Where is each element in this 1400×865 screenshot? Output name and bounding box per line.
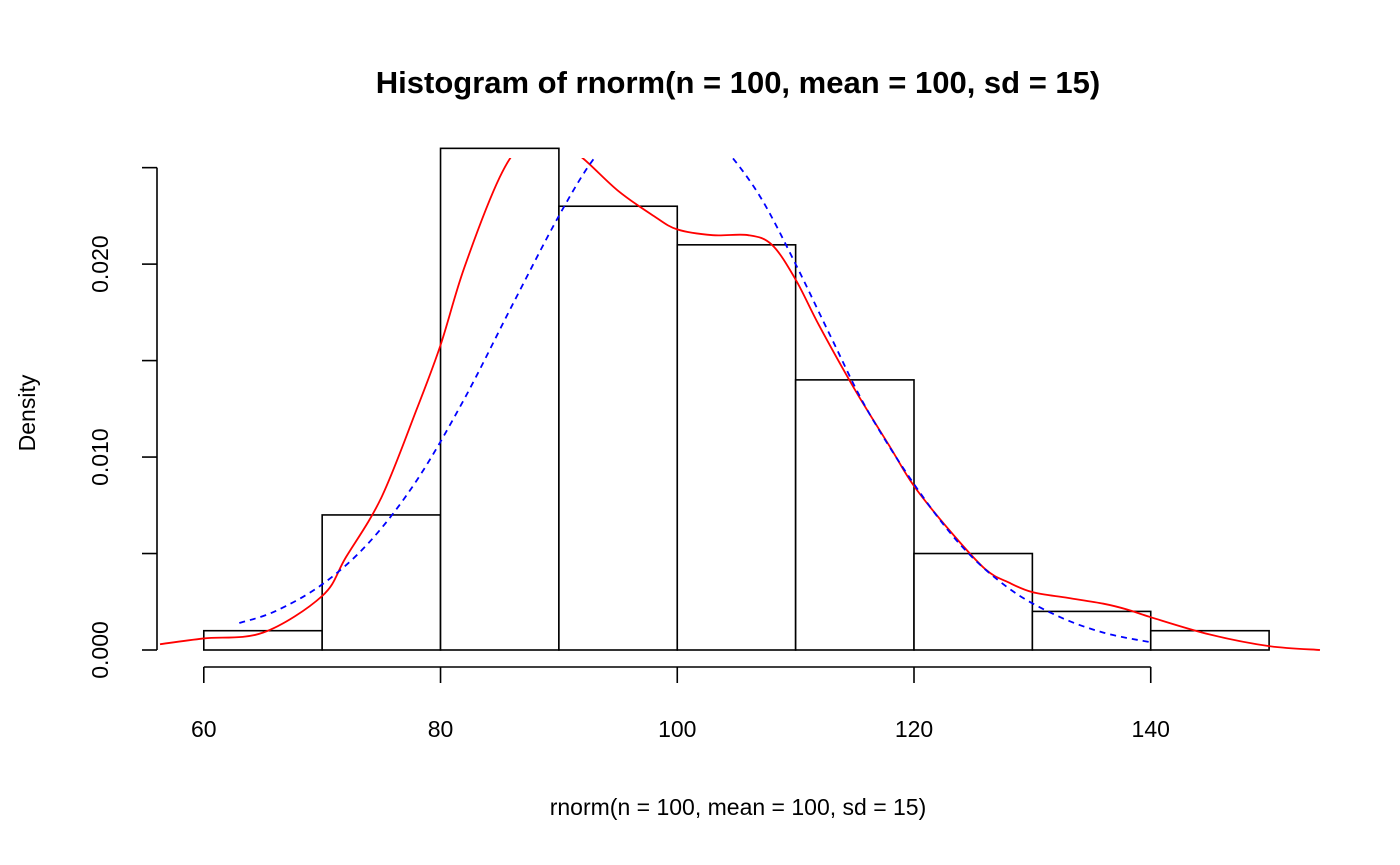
x-axis-label: rnorm(n = 100, mean = 100, sd = 15): [550, 794, 927, 820]
kernel-density-curve: [159, 158, 1321, 651]
y-axis: 0.000 0.010 0.020: [87, 166, 158, 679]
x-tick-label-2: 100: [658, 716, 696, 742]
histogram-bars: [202, 147, 1270, 651]
x-tick-label-1: 80: [428, 716, 454, 742]
histogram-bar-0: [202, 629, 323, 651]
histogram-bar-5: [794, 379, 915, 651]
x-tick-label-0: 60: [191, 716, 217, 742]
histogram-bar-6: [913, 552, 1034, 651]
y-tick-label-4: 0.020: [87, 235, 113, 293]
histogram-bar-3: [558, 205, 679, 651]
histogram-bar-1: [321, 514, 442, 651]
histogram-bar-4: [676, 244, 797, 651]
y-tick-label-2: 0.010: [87, 428, 113, 486]
x-axis: 60 80 100 120 140: [191, 666, 1170, 742]
histogram-bar-7: [1031, 610, 1152, 651]
y-axis-label: Density: [14, 374, 40, 451]
chart-title: Histogram of rnorm(n = 100, mean = 100, …: [376, 65, 1100, 100]
density-curves: [159, 158, 1321, 651]
histogram-bar-2: [439, 147, 560, 651]
histogram-bar-8: [1149, 629, 1270, 651]
y-tick-label-0: 0.000: [87, 621, 113, 679]
x-tick-label-4: 140: [1132, 716, 1170, 742]
normal-density-curve: [239, 158, 1151, 644]
x-tick-label-3: 120: [895, 716, 933, 742]
